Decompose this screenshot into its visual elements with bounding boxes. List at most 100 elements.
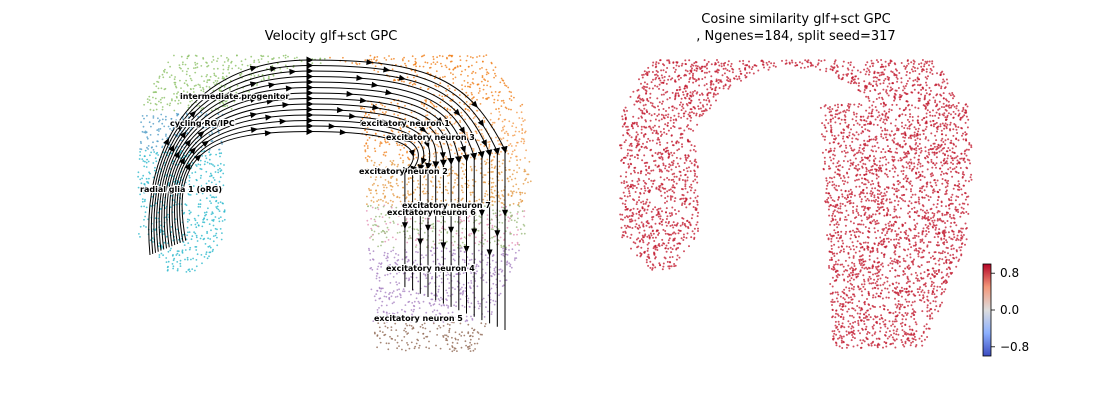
cell-point (490, 163, 493, 166)
cell-point (146, 137, 149, 140)
cell-point (502, 252, 505, 255)
cell-point (518, 249, 520, 252)
cell-point (645, 224, 648, 227)
cell-point (149, 134, 152, 136)
cell-point (490, 275, 492, 277)
cell-point (936, 130, 938, 133)
cell-point (396, 144, 399, 147)
cell-point (475, 61, 478, 63)
cell-point (413, 76, 415, 79)
cell-point (855, 137, 858, 140)
cell-point (396, 311, 399, 314)
cell-point (478, 243, 480, 246)
cell-point (636, 208, 639, 210)
cell-point (180, 87, 182, 89)
cell-point (437, 145, 440, 148)
cell-point (917, 127, 920, 130)
cell-point (509, 233, 511, 235)
cell-point (416, 211, 419, 214)
cell-point (206, 74, 209, 76)
cell-point (381, 331, 384, 333)
cell-point (425, 178, 428, 181)
cell-point (841, 273, 844, 276)
cell-point (498, 91, 500, 94)
cell-point (391, 68, 394, 71)
cell-point (166, 269, 169, 272)
cell-point (499, 197, 502, 200)
cell-point (889, 220, 891, 223)
cell-point (177, 99, 180, 102)
cell-point (439, 183, 441, 186)
cell-point (150, 151, 153, 154)
cell-point (509, 231, 512, 234)
cell-point (892, 312, 895, 315)
cell-point (474, 180, 477, 183)
cell-point (138, 158, 141, 160)
cell-point (172, 265, 175, 268)
cell-point (476, 331, 479, 333)
cell-point (949, 225, 952, 228)
cell-point (169, 102, 172, 105)
cell-point (943, 147, 946, 149)
cell-point (525, 177, 527, 180)
cell-point (525, 149, 527, 152)
cell-point (452, 73, 454, 76)
cell-point (885, 89, 888, 92)
cell-point (459, 244, 462, 247)
cell-point (836, 252, 838, 255)
cell-point (425, 277, 428, 279)
cell-point (487, 141, 489, 144)
cell-point (375, 189, 377, 192)
cell-point (393, 222, 395, 224)
cell-point (506, 139, 509, 142)
cell-point (643, 185, 646, 188)
cell-point (841, 309, 844, 311)
cell-point (151, 146, 154, 149)
cell-point (451, 169, 454, 172)
cell-point (476, 56, 478, 58)
cell-point (452, 258, 455, 261)
cell-point (225, 100, 228, 103)
cell-point (355, 62, 357, 64)
cell-point (440, 296, 442, 299)
cell-point (838, 237, 841, 240)
cell-point (685, 167, 688, 170)
cell-point (883, 256, 886, 258)
cell-point (175, 86, 178, 89)
cell-point (929, 317, 931, 320)
cell-point (467, 332, 470, 335)
cell-point (446, 107, 449, 110)
cell-point (893, 258, 896, 261)
cell-point (895, 195, 898, 198)
cell-point (376, 225, 379, 228)
cell-point (520, 111, 523, 114)
cell-point (386, 273, 389, 276)
cell-point (441, 298, 444, 301)
cell-point (372, 196, 375, 199)
cell-point (855, 210, 858, 213)
cell-point (448, 54, 450, 57)
cell-point (498, 165, 501, 168)
cell-point (456, 184, 459, 186)
cell-point (188, 268, 191, 271)
cell-point (363, 145, 366, 147)
cell-point (915, 177, 918, 180)
cell-point (423, 285, 426, 288)
streamline-arrow (481, 139, 487, 147)
cell-point (933, 276, 936, 279)
cell-point (267, 75, 270, 78)
cell-point (472, 329, 475, 332)
cell-point (189, 270, 191, 273)
cell-point (957, 139, 960, 142)
cell-point (833, 200, 836, 203)
cell-point (498, 196, 500, 198)
cell-point (199, 163, 202, 166)
streamline-arrow (401, 222, 408, 230)
cell-point (933, 285, 936, 288)
cell-point (204, 214, 206, 217)
cell-point (211, 61, 213, 63)
cell-point (368, 247, 370, 250)
cell-point (491, 226, 494, 229)
cell-point (421, 323, 424, 326)
cell-point (517, 211, 519, 213)
